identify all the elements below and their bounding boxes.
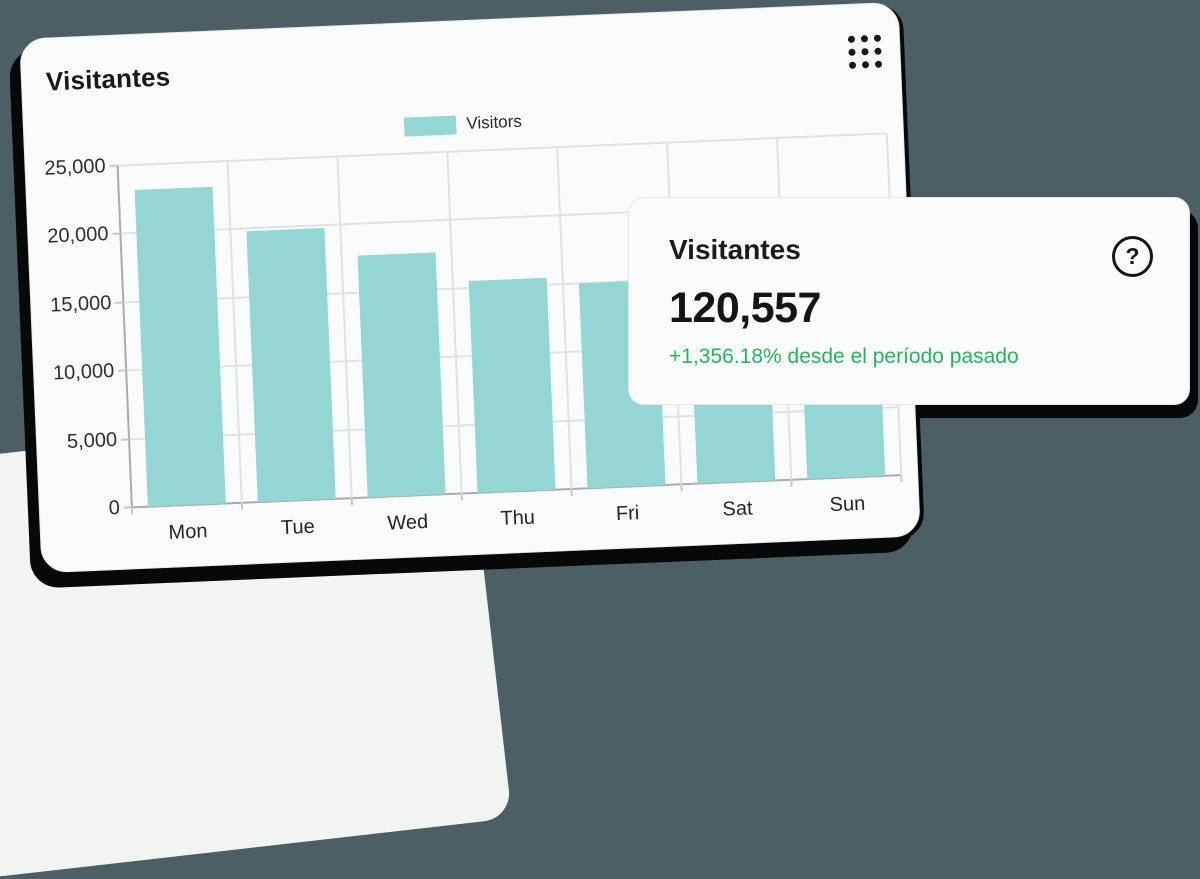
legend-swatch-visitors <box>404 114 457 137</box>
y-tick-mark <box>112 232 121 236</box>
stat-value: 120,557 <box>669 284 821 332</box>
x-tick-mark <box>460 493 463 501</box>
gridline-x-1 <box>226 161 243 503</box>
bar-mon[interactable] <box>134 186 226 507</box>
x-tick-label-sat: Sat <box>722 497 753 521</box>
stat-card-title: Visitantes <box>669 234 801 265</box>
help-icon[interactable]: ? <box>1112 236 1153 277</box>
x-tick-mark <box>570 488 573 496</box>
card-title: Visitantes <box>45 61 171 97</box>
x-tick-label-wed: Wed <box>386 510 429 535</box>
x-tick-mark <box>680 484 683 492</box>
y-tick-label-15000: 15,000 <box>49 291 112 317</box>
gridline-x-4 <box>556 147 573 489</box>
x-tick-mark <box>240 502 244 510</box>
y-tick-label-10000: 10,000 <box>52 360 115 385</box>
x-tick-mark <box>790 479 793 487</box>
x-tick-label-sun: Sun <box>829 492 866 517</box>
menu-grid-icon[interactable] <box>847 34 883 69</box>
x-tick-mark <box>130 507 134 515</box>
gridline-x-3 <box>446 151 463 494</box>
y-tick-mark <box>118 369 127 372</box>
help-glyph: ? <box>1125 243 1140 269</box>
bar-tue[interactable] <box>246 228 336 503</box>
x-tick-label-mon: Mon <box>168 520 208 544</box>
y-tick-label-25000: 25,000 <box>44 155 107 180</box>
x-tick-label-tue: Tue <box>280 515 316 540</box>
x-tick-mark <box>900 475 903 483</box>
y-axis-line <box>116 165 133 508</box>
stat-card: Visitantes ? 120,557 +1,356.18% desde el… <box>628 197 1190 405</box>
x-tick-mark <box>350 498 354 506</box>
y-tick-mark <box>121 438 130 441</box>
bar-wed[interactable] <box>357 252 446 498</box>
y-tick-label-0: 0 <box>108 496 121 520</box>
y-tick-mark <box>109 164 118 167</box>
x-tick-label-thu: Thu <box>500 506 536 530</box>
y-tick-label-20000: 20,000 <box>46 223 109 249</box>
y-tick-mark <box>115 301 124 304</box>
stat-change: +1,356.18% desde el período pasado <box>669 345 1019 368</box>
gridline-x-2 <box>336 156 353 499</box>
bar-thu[interactable] <box>468 277 556 493</box>
y-tick-label-5000: 5,000 <box>66 428 118 453</box>
legend-label: Visitors <box>466 111 523 133</box>
x-tick-label-fri: Fri <box>615 502 640 526</box>
